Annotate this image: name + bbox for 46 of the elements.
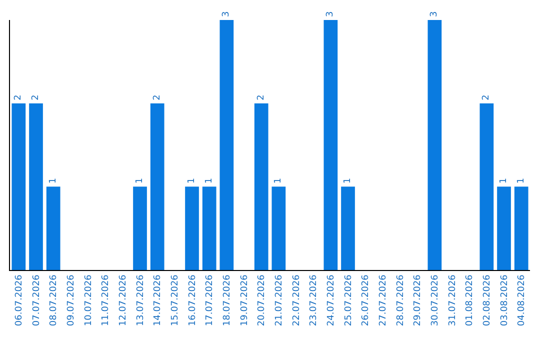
x-tick-label: 03.08.2026 xyxy=(500,274,510,326)
x-tick-label: 09.07.2026 xyxy=(66,274,77,326)
x-tick-label: 04.08.2026 xyxy=(517,274,528,326)
x-tick-label: 17.07.2026 xyxy=(205,274,216,326)
data-label: 2 xyxy=(256,94,266,100)
data-label: 2 xyxy=(14,94,24,100)
x-tick-label: 10.07.2026 xyxy=(84,274,94,326)
x-tick-label: 25.07.2026 xyxy=(344,274,354,326)
x-tick-label: 29.07.2026 xyxy=(413,274,424,326)
x-tick-label: 21.07.2026 xyxy=(274,274,285,326)
x-tick-label: 07.07.2026 xyxy=(32,274,42,326)
x-tick-label: 06.07.2026 xyxy=(14,274,25,326)
data-label: 1 xyxy=(135,178,145,184)
x-tick-label: 23.07.2026 xyxy=(309,274,320,326)
x-tick-label: 22.07.2026 xyxy=(292,274,302,326)
data-label: 2 xyxy=(31,94,41,100)
x-tick-label: 15.07.2026 xyxy=(170,274,181,326)
x-tick-label: 11.07.2026 xyxy=(101,274,112,326)
x-tick-label: 14.07.2026 xyxy=(153,274,164,326)
x-tick-label: 18.07.2026 xyxy=(222,274,233,326)
x-tick-label: 08.07.2026 xyxy=(49,274,60,326)
data-label: 3 xyxy=(430,11,440,17)
x-tick-label: 12.07.2026 xyxy=(118,274,129,326)
data-label: 1 xyxy=(343,178,353,184)
x-tick-label: 28.07.2026 xyxy=(396,274,406,326)
x-tick-label: 27.07.2026 xyxy=(378,274,389,326)
data-label: 1 xyxy=(499,178,509,184)
data-label: 1 xyxy=(516,178,526,184)
x-tick-label: 19.07.2026 xyxy=(240,274,250,326)
data-label: 2 xyxy=(482,94,492,100)
data-label: 1 xyxy=(204,178,214,184)
x-tick-label: 26.07.2026 xyxy=(361,274,372,326)
x-tick-label: 16.07.2026 xyxy=(188,274,198,326)
data-label: 1 xyxy=(274,178,284,184)
x-tick-label: 31.07.2026 xyxy=(448,274,458,326)
x-tick-label: 01.08.2026 xyxy=(465,274,476,326)
x-tick-label: 02.08.2026 xyxy=(482,274,493,326)
data-label: 1 xyxy=(48,178,58,184)
data-label: 1 xyxy=(187,178,197,184)
x-tick-label: 13.07.2026 xyxy=(136,274,146,326)
x-tick-label: 30.07.2026 xyxy=(430,274,441,326)
data-label: 2 xyxy=(152,94,162,100)
x-tick-label: 20.07.2026 xyxy=(257,274,268,326)
x-tick-label: 24.07.2026 xyxy=(326,274,337,326)
data-label: 3 xyxy=(326,11,336,17)
data-label: 3 xyxy=(222,11,232,17)
